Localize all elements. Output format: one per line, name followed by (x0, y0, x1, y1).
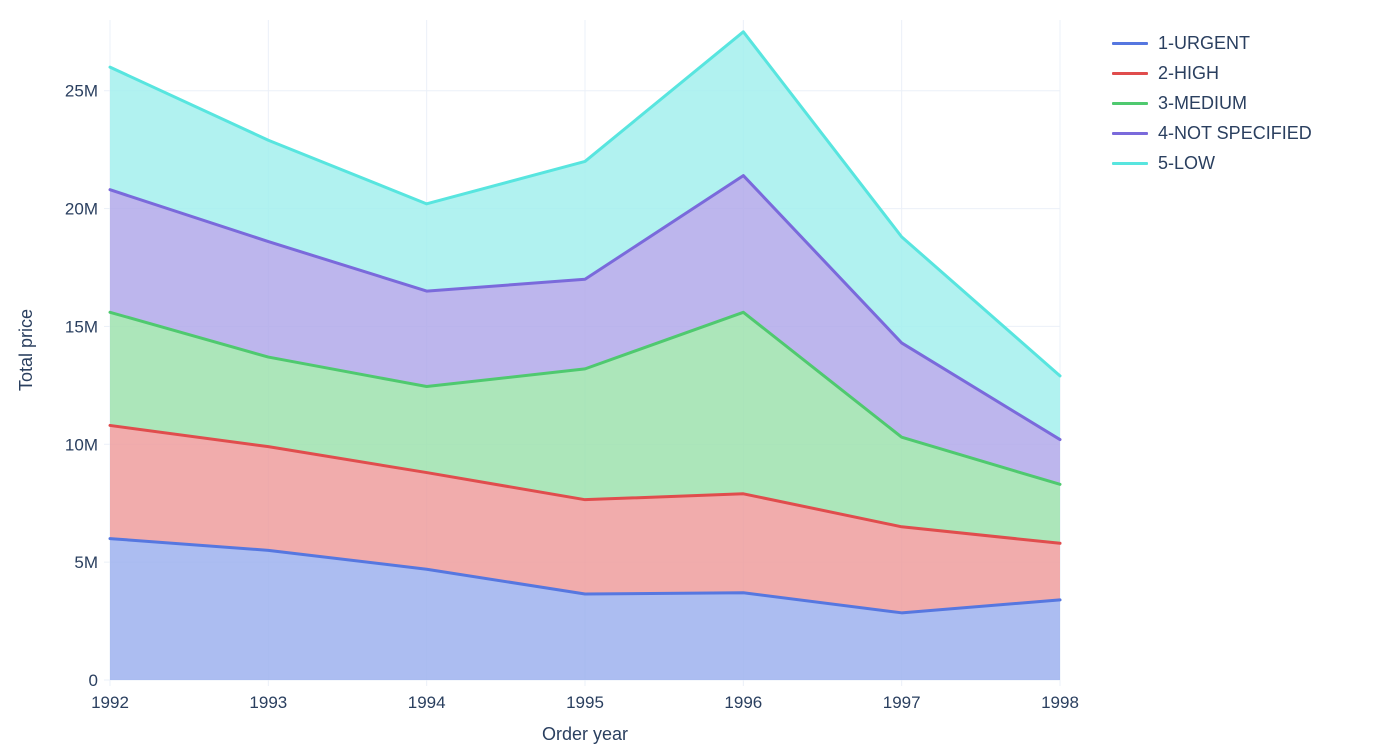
x-axis-label: Order year (542, 724, 628, 744)
x-tick-label: 1998 (1041, 693, 1079, 712)
x-axis: 1992 1993 1994 1995 1996 1997 1998 (91, 680, 1079, 712)
x-tick-label: 1993 (249, 693, 287, 712)
legend-label: 3-MEDIUM (1158, 93, 1247, 114)
y-tick-label: 25M (65, 82, 98, 101)
y-tick-label: 10M (65, 435, 98, 454)
legend-swatch (1112, 102, 1148, 105)
legend-swatch (1112, 72, 1148, 75)
legend-item[interactable]: 3-MEDIUM (1112, 88, 1312, 118)
x-tick-label: 1992 (91, 693, 129, 712)
y-tick-label: 0 (89, 671, 98, 690)
y-tick-label: 15M (65, 317, 98, 336)
legend-label: 2-HIGH (1158, 63, 1219, 84)
legend-item[interactable]: 5-LOW (1112, 148, 1312, 178)
y-tick-label: 5M (74, 553, 98, 572)
x-tick-label: 1996 (724, 693, 762, 712)
y-axis-label: Total price (16, 309, 36, 391)
y-axis: 0 5M 10M 15M 20M 25M (65, 82, 110, 690)
y-tick-label: 20M (65, 200, 98, 219)
legend-swatch (1112, 132, 1148, 135)
legend-item[interactable]: 4-NOT SPECIFIED (1112, 118, 1312, 148)
x-tick-label: 1994 (408, 693, 446, 712)
legend-item[interactable]: 2-HIGH (1112, 58, 1312, 88)
x-tick-label: 1995 (566, 693, 604, 712)
legend-swatch (1112, 42, 1148, 45)
chart-legend: 1-URGENT 2-HIGH 3-MEDIUM 4-NOT SPECIFIED 5-L… (1112, 28, 1312, 178)
x-tick-label: 1997 (883, 693, 921, 712)
legend-swatch (1112, 162, 1148, 165)
legend-item[interactable]: 1-URGENT (1112, 28, 1312, 58)
legend-label: 4-NOT SPECIFIED (1158, 123, 1312, 144)
legend-label: 5-LOW (1158, 153, 1215, 174)
legend-label: 1-URGENT (1158, 33, 1250, 54)
area-chart: 1992 1993 1994 1995 1996 1997 1998 Order year 0 5… (0, 0, 1398, 754)
